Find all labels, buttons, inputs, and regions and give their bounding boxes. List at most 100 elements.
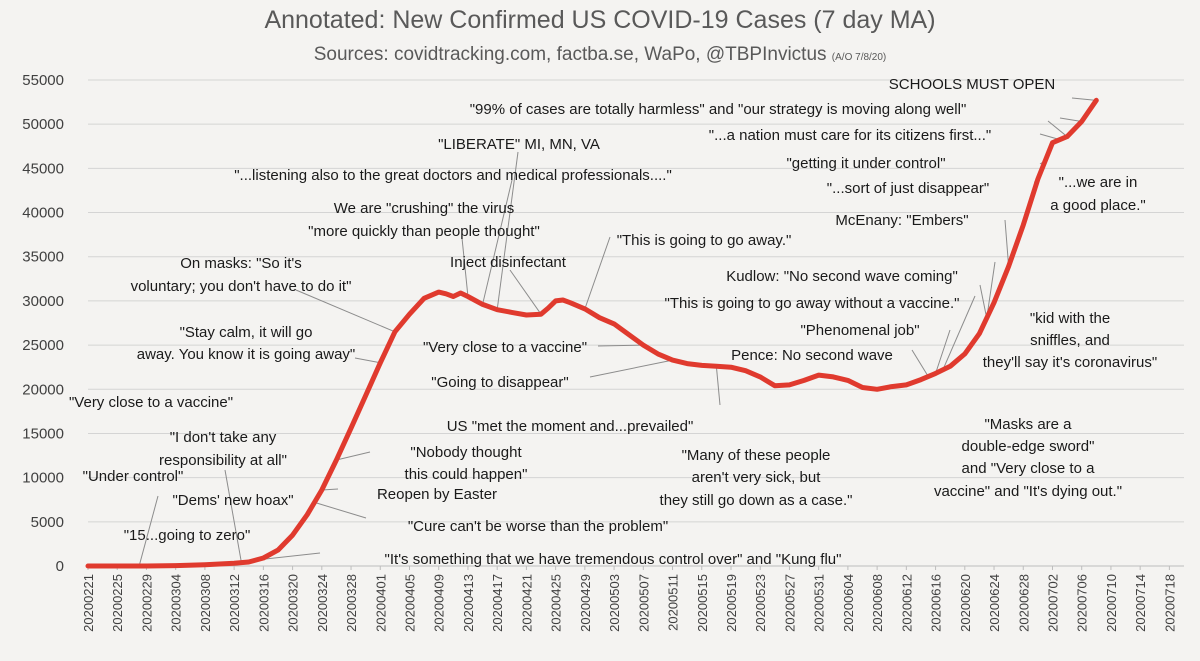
annotation-text-line: Pence: No second wave [731, 347, 893, 364]
annotation-text-line: "Stay calm, it will go [180, 324, 313, 341]
data-point [422, 297, 426, 300]
data-point [1065, 135, 1069, 138]
x-tick-label: 20200221 [81, 574, 96, 632]
y-tick-label: 45000 [22, 160, 64, 177]
data-point [583, 307, 587, 311]
data-point [846, 379, 850, 382]
annotation-text-line: Reopen by Easter [377, 486, 497, 503]
x-tick-label: 20200229 [139, 574, 154, 632]
y-tick-label: 40000 [22, 205, 64, 222]
data-point [481, 303, 484, 306]
annotation-text-line: "LIBERATE" MI, MN, VA [438, 136, 600, 153]
data-point [963, 352, 966, 356]
y-tick-label: 35000 [22, 249, 64, 266]
annotation-leader-line [314, 501, 367, 519]
x-tick-label: 20200706 [1075, 574, 1090, 632]
x-tick-label: 20200312 [227, 574, 242, 632]
x-tick-label: 20200620 [958, 574, 973, 632]
data-point [510, 311, 513, 314]
annotation-text-line: they still go down as a case." [660, 492, 853, 509]
data-point [1095, 99, 1098, 102]
data-point [306, 513, 309, 516]
data-point [642, 343, 645, 347]
data-point [232, 562, 236, 565]
x-tick-label: 20200604 [841, 574, 856, 632]
data-point [561, 298, 565, 302]
data-point [817, 373, 820, 377]
annotation-label: "Very close to a vaccine" [423, 339, 587, 356]
annotation-text-line: "Dems' new hoax" [172, 492, 293, 509]
annotation-leader-line [482, 179, 513, 305]
data-point [832, 375, 835, 379]
data-point [145, 564, 148, 568]
x-tick-label: 20200225 [110, 574, 125, 632]
annotation-label: We are "crushing" the virus "more quickly… [308, 200, 540, 240]
x-tick-label: 20200308 [198, 574, 213, 632]
x-tick-label: 20200710 [1104, 574, 1119, 632]
annotation-text-line: away. You know it is going away" [137, 346, 356, 363]
data-point [291, 533, 294, 537]
annotation-text-line: aren't very sick, but [692, 469, 822, 486]
annotation-label: SCHOOLS MUST OPEN [889, 76, 1055, 93]
annotation-text-line: Kudlow: "No second wave coming" [726, 268, 958, 285]
annotation-label: "I don't take any responsibility at all" [159, 429, 287, 469]
annotation-leader-line [295, 289, 396, 333]
data-point [656, 352, 660, 356]
data-point [393, 330, 397, 334]
y-tick-label: 55000 [22, 72, 64, 89]
x-tick-label: 20200702 [1045, 574, 1060, 632]
annotation-leader-line [589, 359, 673, 378]
annotation-text-line: "Very close to a vaccine" [423, 339, 587, 356]
data-point [569, 301, 572, 304]
x-tick-label: 20200527 [782, 574, 797, 632]
annotation-text-line: US "met the moment and...prevailed" [447, 418, 694, 435]
annotation-text-line: "Under control" [83, 468, 184, 485]
annotation-label: "Masks are a double-edge sword" and "Very … [934, 416, 1122, 500]
annotation-leader-line [1059, 117, 1082, 123]
annotation-label: "...we are in a good place." [1050, 174, 1145, 214]
annotation-text-line: Inject disinfectant [450, 254, 567, 271]
data-point [992, 301, 996, 304]
y-tick-label: 15000 [22, 425, 64, 442]
data-point [203, 563, 207, 566]
data-point [364, 394, 367, 397]
y-tick-label: 5000 [31, 514, 64, 531]
y-axis: 0 5000 10000 15000 20000 25000 30000 35000 40000… [22, 72, 64, 575]
annotation-label: "LIBERATE" MI, MN, VA [438, 136, 600, 153]
annotation-text-line: "...listening also to the great doctors … [234, 167, 672, 184]
x-tick-label: 20200304 [169, 574, 184, 632]
annotation-text-line: vaccine" and "It's dying out." [934, 483, 1122, 500]
data-point [627, 333, 630, 336]
data-point [890, 385, 893, 388]
data-point [335, 458, 338, 462]
data-point [86, 564, 90, 568]
chart-subtitle: Sources: covidtracking.com, factba.se, W… [0, 44, 1200, 66]
gridlines [88, 79, 1184, 567]
annotation-text-line: voluntary; you don't have to do it" [131, 278, 352, 295]
annotation-text-line: "15...going to zero" [124, 527, 251, 544]
annotation-label: US "met the moment and...prevailed" [447, 418, 694, 435]
data-point [875, 388, 879, 391]
x-tick-label: 20200320 [286, 574, 301, 632]
x-tick-label: 20200608 [870, 574, 885, 632]
x-axis: 20200221 20200225 20200229 20200304 20200308… [81, 566, 1177, 632]
annotation-leader-line [979, 284, 988, 319]
annotation-label: Pence: No second wave [731, 347, 893, 364]
x-tick-label: 20200519 [724, 574, 739, 632]
x-tick-label: 20200401 [373, 574, 388, 632]
data-point [437, 290, 440, 294]
data-point [554, 299, 557, 303]
series-line-group [85, 97, 1099, 569]
annotation-text-line: "99% of cases are totally harmless" and … [470, 101, 967, 118]
chart-subtitle-note: (A/O 7/8/20) [831, 52, 887, 63]
x-tick-label: 20200531 [812, 574, 827, 632]
data-point [1051, 141, 1054, 144]
data-point [408, 312, 411, 316]
annotation-leader-line [597, 344, 644, 347]
data-point [495, 308, 499, 311]
annotation-text-line: "Phenomenal job" [800, 322, 919, 339]
annotation-text-line: double-edge sword" [962, 438, 1095, 455]
data-point [444, 292, 448, 296]
